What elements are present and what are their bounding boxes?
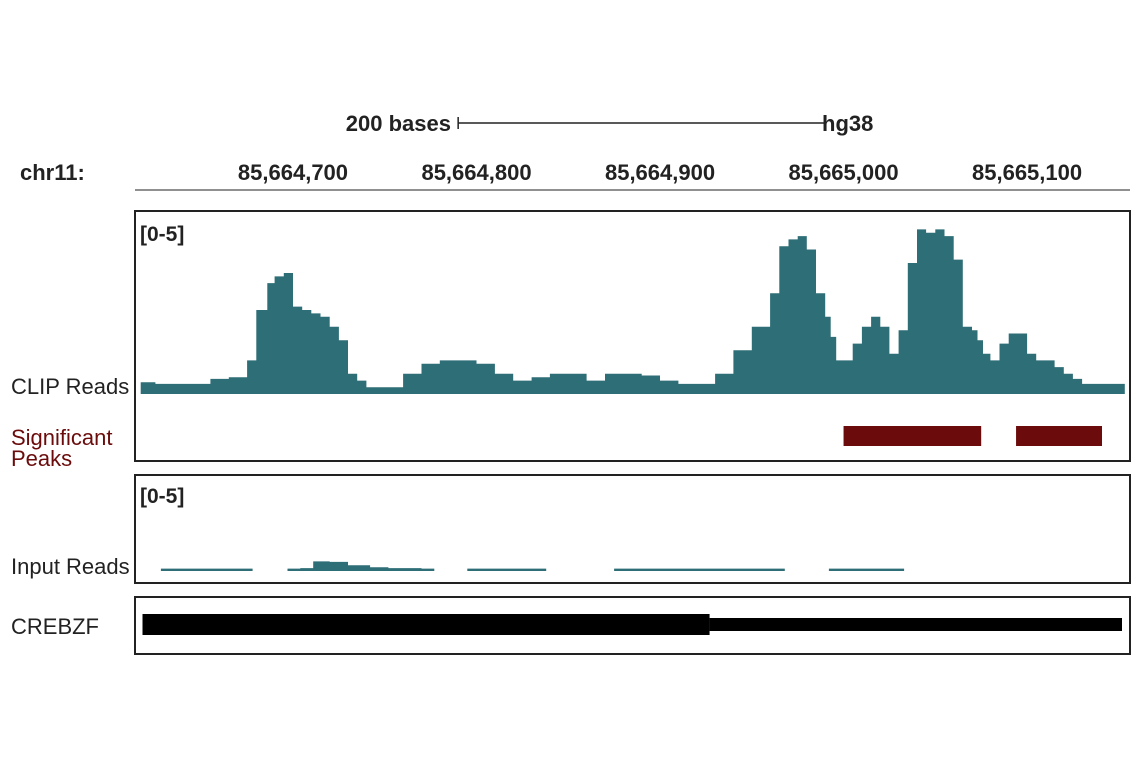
x-tick-label-5: 85,665,100 [972, 160, 1082, 185]
peak-2 [1016, 426, 1102, 446]
scale-bar-group: 200 bases hg38 [346, 111, 874, 136]
assembly-label: hg38 [822, 111, 873, 136]
clip-reads-area [140, 229, 1125, 394]
peaks-track-label-line2: Peaks [11, 446, 72, 471]
x-tick-label-3: 85,664,900 [605, 160, 715, 185]
x-tick-labels: 85,664,700 85,664,800 85,664,900 85,665,000… [238, 160, 1082, 185]
chromosome-label: chr11: [20, 160, 85, 185]
coordinate-ruler: chr11: 85,664,700 85,664,800 85,664,900 85,… [20, 160, 1130, 191]
clip-range-label: [0-5] [140, 223, 184, 246]
input-track-panel [134, 474, 1131, 584]
peaks-track-label-line1: Significant [11, 425, 113, 450]
gene-coding-region [142, 614, 710, 635]
significant-peaks [843, 426, 1102, 446]
input-range-label: [0-5] [140, 485, 184, 508]
gene-track-label: CREBZF [11, 614, 99, 639]
clip-track-label: CLIP Reads [11, 374, 129, 399]
clip-track-panel [134, 210, 1131, 462]
input-segment-4 [614, 568, 785, 571]
input-segment-5 [828, 568, 905, 571]
scale-bar-label: 200 bases [346, 111, 451, 136]
gene-track-panel [134, 596, 1131, 655]
input-segment-3 [467, 568, 547, 571]
gene-utr-region [709, 618, 1122, 631]
input-reads-segments [160, 561, 905, 571]
x-tick-label-4: 85,665,000 [788, 160, 898, 185]
input-segment-1 [160, 568, 253, 571]
input-track-label: Input Reads [11, 554, 130, 579]
x-tick-label-2: 85,664,800 [421, 160, 531, 185]
input-segment-2 [287, 561, 435, 571]
peak-1 [843, 426, 982, 446]
x-tick-label-1: 85,664,700 [238, 160, 348, 185]
